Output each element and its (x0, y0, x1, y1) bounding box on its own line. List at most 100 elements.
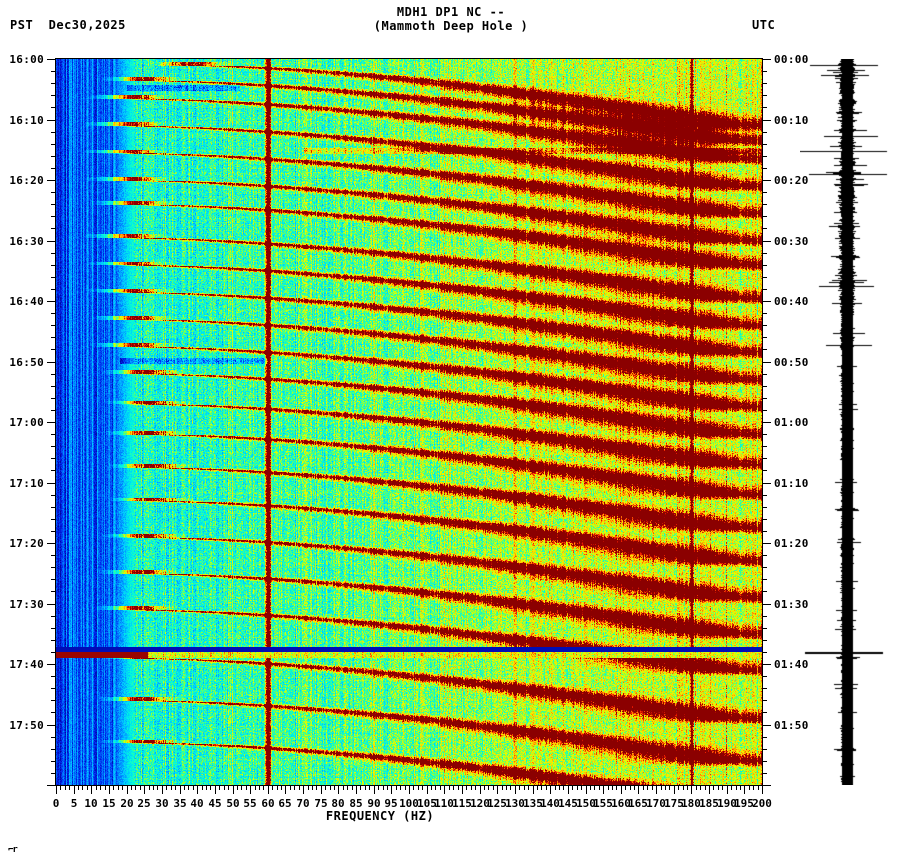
spectrogram-plot[interactable] (56, 59, 762, 785)
frequency-tick (144, 785, 145, 794)
frequency-label: 120 (470, 797, 490, 810)
frequency-tick (299, 785, 300, 790)
header-timezone-right: UTC (752, 18, 776, 32)
frequency-label: 55 (243, 797, 257, 810)
frequency-tick (740, 785, 741, 790)
time-tick-right (762, 325, 767, 326)
frequency-tick (78, 785, 79, 790)
time-tick-right (762, 640, 767, 641)
time-tick-right (762, 386, 767, 387)
frequency-label: 160 (611, 797, 631, 810)
time-tick-left (51, 628, 56, 629)
frequency-tick (131, 785, 132, 790)
time-tick-right (762, 301, 771, 302)
time-tick-left (47, 422, 56, 423)
time-tick-right (762, 144, 767, 145)
frequency-tick (356, 785, 357, 794)
frequency-tick (691, 785, 692, 794)
time-tick-right (762, 253, 767, 254)
time-tick-left (47, 543, 56, 544)
frequency-tick (563, 785, 564, 790)
time-tick-left (51, 700, 56, 701)
frequency-label: 75 (314, 797, 328, 810)
frequency-tick (294, 785, 295, 790)
frequency-tick (696, 785, 697, 790)
time-tick-right (762, 446, 767, 447)
frequency-tick (374, 785, 375, 794)
frequency-tick (316, 785, 317, 790)
header-timezone-date-left: PST Dec30,2025 (10, 18, 126, 32)
frequency-tick (758, 785, 759, 790)
frequency-tick (700, 785, 701, 790)
frequency-tick (122, 785, 123, 790)
time-label-pst: 17:20 (9, 537, 44, 550)
frequency-tick (87, 785, 88, 790)
frequency-tick (749, 785, 750, 790)
time-tick-right (762, 192, 767, 193)
frequency-tick (105, 785, 106, 790)
frequency-tick (546, 785, 547, 790)
frequency-tick (621, 785, 622, 794)
frequency-tick (396, 785, 397, 790)
time-tick-right (762, 579, 767, 580)
frequency-label: 35 (173, 797, 187, 810)
time-tick-left (51, 773, 56, 774)
frequency-tick (237, 785, 238, 790)
frequency-tick (272, 785, 273, 790)
frequency-label: 155 (593, 797, 613, 810)
frequency-tick (753, 785, 754, 790)
time-tick-right (762, 277, 767, 278)
frequency-tick (387, 785, 388, 790)
frequency-tick (422, 785, 423, 790)
frequency-tick (608, 785, 609, 790)
time-label-pst: 17:10 (9, 477, 44, 490)
frequency-label: 60 (261, 797, 275, 810)
frequency-tick (519, 785, 520, 790)
time-tick-left (51, 446, 56, 447)
time-tick-right (762, 725, 771, 726)
time-tick-left (51, 168, 56, 169)
time-tick-right (762, 616, 767, 617)
time-tick-left (47, 725, 56, 726)
frequency-tick (391, 785, 392, 794)
frequency-tick (369, 785, 370, 790)
frequency-label: 30 (155, 797, 169, 810)
time-tick-right (762, 470, 767, 471)
frequency-tick (219, 785, 220, 790)
time-tick-left (51, 652, 56, 653)
time-tick-right (762, 313, 767, 314)
time-tick-right (762, 737, 767, 738)
frequency-tick (246, 785, 247, 790)
frequency-label: 145 (558, 797, 578, 810)
time-tick-right (762, 458, 767, 459)
time-label-utc: 00:30 (774, 235, 809, 248)
frequency-tick (572, 785, 573, 790)
frequency-tick (722, 785, 723, 790)
frequency-tick (338, 785, 339, 794)
frequency-label: 195 (734, 797, 754, 810)
frequency-tick (184, 785, 185, 790)
frequency-label: 50 (226, 797, 240, 810)
frequency-tick (290, 785, 291, 790)
frequency-tick (484, 785, 485, 790)
frequency-tick (594, 785, 595, 790)
time-tick-right (762, 652, 767, 653)
frequency-label: 170 (646, 797, 666, 810)
frequency-tick (259, 785, 260, 790)
time-label-utc: 00:00 (774, 53, 809, 66)
seismogram-trace-canvas (800, 59, 900, 785)
frequency-tick (475, 785, 476, 790)
frequency-tick (325, 785, 326, 790)
frequency-tick (233, 785, 234, 794)
time-tick-left (51, 434, 56, 435)
time-tick-right (762, 555, 767, 556)
time-label-pst: 16:00 (9, 53, 44, 66)
time-tick-left (51, 325, 56, 326)
frequency-label: 180 (681, 797, 701, 810)
time-tick-right (762, 83, 767, 84)
spectrogram-canvas[interactable] (56, 59, 762, 785)
frequency-label: 115 (452, 797, 472, 810)
time-tick-left (51, 107, 56, 108)
time-tick-left (47, 59, 56, 60)
